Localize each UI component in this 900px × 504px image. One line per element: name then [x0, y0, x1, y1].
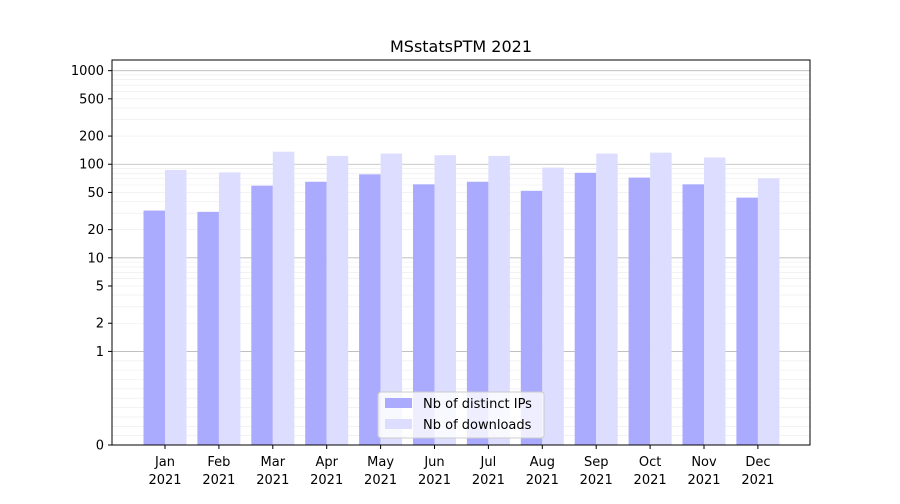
x-tick-label: May 2021	[364, 455, 397, 488]
x-tick-label: Aug 2021	[526, 455, 559, 488]
bar-downloads	[542, 167, 564, 445]
bar-distinct-ips	[736, 197, 758, 445]
y-tick-label: 100	[79, 158, 104, 173]
y-tick-label: 50	[87, 186, 104, 201]
bar-downloads	[165, 169, 187, 445]
bar-downloads	[326, 155, 349, 445]
x-tick-label: Apr 2021	[310, 455, 343, 488]
y-tick-label: 0	[96, 439, 104, 454]
bar-distinct-ips	[197, 211, 219, 445]
chart-title: MSstatsPTM 2021	[390, 37, 532, 56]
x-tick-label: Nov 2021	[687, 455, 720, 488]
y-tick-label: 20	[87, 223, 104, 238]
y-tick-label: 500	[79, 92, 104, 107]
x-tick-label: Oct 2021	[634, 455, 667, 488]
legend-swatch-downloads	[385, 419, 412, 429]
bar-distinct-ips	[574, 172, 597, 445]
bars-layer	[143, 151, 780, 446]
bar-downloads	[272, 151, 295, 445]
bar-downloads	[650, 152, 672, 445]
x-axis: Jan 2021 Feb 2021 Mar 2021 Apr 2021 May 2021 Jun 20…	[148, 445, 774, 488]
bar-distinct-ips	[305, 181, 327, 446]
y-axis: 0 1 2 5 10 20 50 100 200 500 1000	[71, 64, 112, 454]
plot-area-frame	[111, 59, 811, 446]
x-tick-label: Feb 2021	[202, 455, 235, 488]
y-tick-label: 200	[79, 130, 104, 145]
bar-downloads	[704, 157, 726, 445]
y-tick-label: 2	[96, 317, 104, 332]
x-tick-label: Jun 2021	[418, 455, 451, 488]
bar-distinct-ips	[359, 174, 381, 445]
y-tick-label: 5	[96, 280, 104, 295]
x-tick-label: Jul 2021	[472, 455, 505, 488]
legend-label-downloads: Nb of downloads	[423, 418, 532, 433]
y-tick-label: 1	[96, 345, 104, 360]
x-tick-label: Sep 2021	[580, 455, 613, 488]
bar-downloads	[218, 172, 241, 446]
bar-distinct-ips	[520, 190, 543, 445]
y-tick-label: 1000	[71, 64, 104, 79]
legend: Nb of distinct IPs Nb of downloads	[377, 391, 545, 439]
bar-distinct-ips	[628, 177, 651, 446]
legend-swatch-distinct-ips	[385, 398, 412, 408]
bar-distinct-ips	[143, 210, 165, 445]
bar-downloads	[488, 155, 510, 445]
bar-downloads	[434, 155, 456, 445]
bar-distinct-ips	[251, 185, 273, 446]
legend-frame	[377, 391, 545, 439]
bar-distinct-ips	[466, 181, 489, 446]
x-tick-label: Dec 2021	[741, 455, 774, 488]
bar-downloads	[757, 178, 780, 445]
bar-downloads	[380, 153, 403, 446]
x-tick-label: Jan 2021	[148, 455, 181, 488]
y-tick-label: 10	[87, 251, 104, 266]
bar-distinct-ips	[682, 184, 704, 445]
legend-label-distinct-ips: Nb of distinct IPs	[423, 397, 532, 412]
bar-downloads	[596, 153, 618, 446]
bar-distinct-ips	[413, 184, 435, 445]
x-tick-label: Mar 2021	[256, 455, 289, 488]
